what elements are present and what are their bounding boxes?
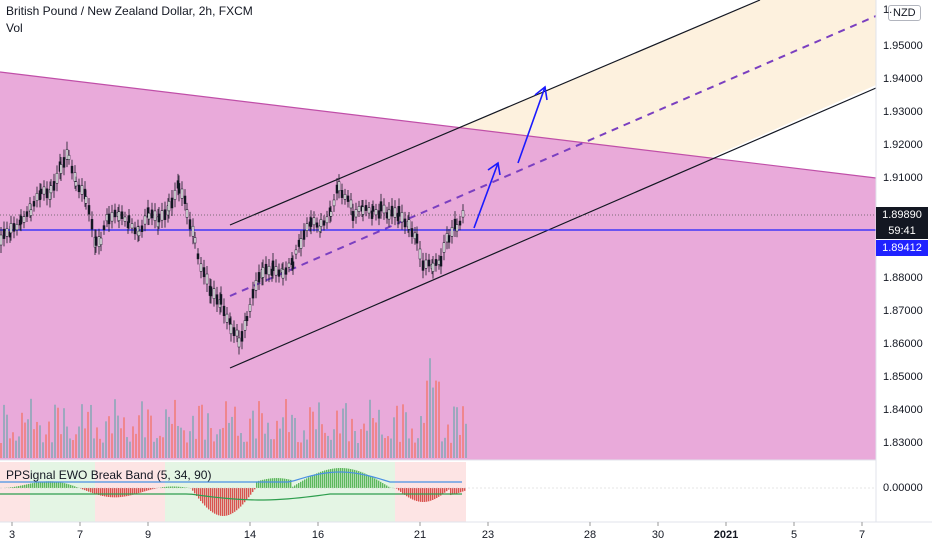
time-label: 7 (858, 529, 866, 541)
price-label: 1.85000 (883, 371, 923, 383)
forecast-arrow-1 (473, 162, 499, 229)
price-label: 1.84000 (883, 404, 923, 416)
time-label: 7 (76, 529, 84, 541)
time-label: 23 (481, 529, 495, 541)
volume-bars (0, 358, 467, 458)
price-label: 1.92000 (883, 139, 923, 151)
oscillator-zero-label: 0.00000 (883, 482, 923, 494)
countdown-tag: 59:41 (876, 223, 928, 239)
wedge-fill (0, 72, 876, 460)
oscillator-histogram (2, 468, 466, 516)
time-label: 5 (790, 529, 798, 541)
oscillator-legend[interactable]: PPSignal EWO Break Band (5, 34, 90) (6, 468, 212, 482)
price-label: 1.83000 (883, 437, 923, 449)
price-label: 1.87000 (883, 305, 923, 317)
price-label: 1.88000 (883, 272, 923, 284)
time-label: 3 (8, 529, 16, 541)
volume-legend[interactable]: Vol (6, 21, 23, 35)
price-label: 1.95000 (883, 40, 923, 52)
price-label: 1.93000 (883, 106, 923, 118)
price-label: 1.86000 (883, 338, 923, 350)
time-label: 28 (583, 529, 597, 541)
currency-badge[interactable]: NZD (888, 5, 921, 21)
oscillator-upper-band (0, 471, 462, 483)
channel-lower-line (229, 87, 877, 369)
forecast-arrow-2 (517, 86, 546, 164)
horizontal-line-price-tag: 1.89412 (876, 240, 928, 256)
candles (0, 141, 465, 355)
chart-title: British Pound / New Zealand Dollar, 2h, … (6, 4, 253, 18)
time-label-year: 2021 (713, 529, 739, 541)
oscillator-lower-band (0, 493, 462, 501)
channel-upper-line (229, 0, 761, 226)
time-label: 16 (311, 529, 325, 541)
wedge-upper-line (0, 71, 877, 179)
time-label: 21 (413, 529, 427, 541)
time-label: 14 (243, 529, 257, 541)
last-price-tag: 1.89890 (876, 207, 928, 223)
time-label: 9 (144, 529, 152, 541)
price-label: 1.94000 (883, 73, 923, 85)
time-label: 30 (651, 529, 665, 541)
channel-median-line (229, 15, 877, 297)
oscillator-background (0, 462, 466, 522)
price-label-top: 1. (883, 4, 893, 16)
price-label: 1.91000 (883, 172, 923, 184)
